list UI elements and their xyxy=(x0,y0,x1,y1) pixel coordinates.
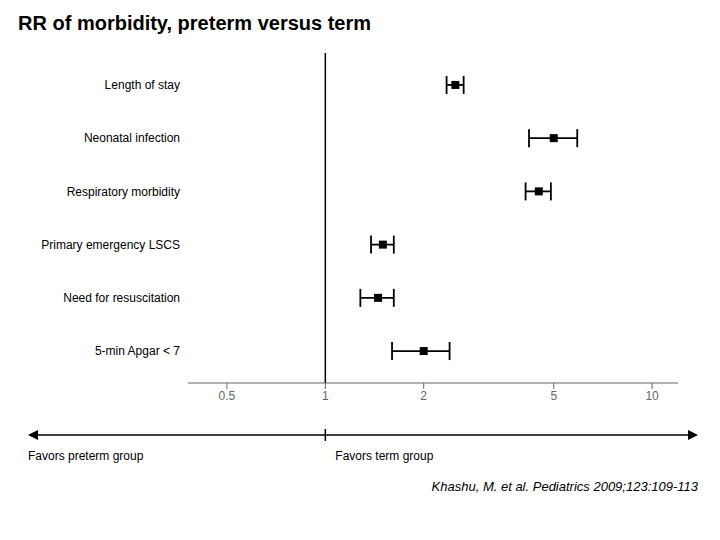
svg-text:1: 1 xyxy=(322,389,329,403)
svg-text:Need for resuscitation: Need for resuscitation xyxy=(63,291,180,305)
svg-text:Neonatal infection: Neonatal infection xyxy=(84,131,180,145)
svg-text:2: 2 xyxy=(420,389,427,403)
svg-text:5-min Apgar < 7: 5-min Apgar < 7 xyxy=(95,344,180,358)
html-text:Khashu, M. et al. Pediatrics 2: Khashu, M. et al. Pediatrics 2009;123:10… xyxy=(431,479,698,494)
svg-text:Respiratory morbidity: Respiratory morbidity xyxy=(67,185,180,199)
svg-text:0.5: 0.5 xyxy=(219,389,236,403)
svg-text:10: 10 xyxy=(645,389,659,403)
html-text:RR of morbidity, preterm versu: RR of morbidity, preterm versus term xyxy=(18,12,371,34)
svg-text:Primary emergency LSCS: Primary emergency LSCS xyxy=(41,238,180,252)
svg-text:5: 5 xyxy=(550,389,557,403)
svg-text:Length of stay: Length of stay xyxy=(105,78,180,92)
html-text:Favors term group: Favors term group xyxy=(335,449,434,463)
html-text:Favors preterm group: Favors preterm group xyxy=(28,449,144,463)
